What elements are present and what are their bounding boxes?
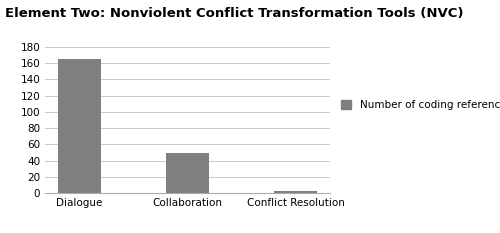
- Text: Element Two: Nonviolent Conflict Transformation Tools (NVC): Element Two: Nonviolent Conflict Transfo…: [5, 7, 464, 20]
- Bar: [58, 59, 101, 193]
- Legend: Number of coding references: Number of coding references: [341, 100, 500, 110]
- Bar: [166, 153, 209, 193]
- Bar: [274, 191, 317, 193]
